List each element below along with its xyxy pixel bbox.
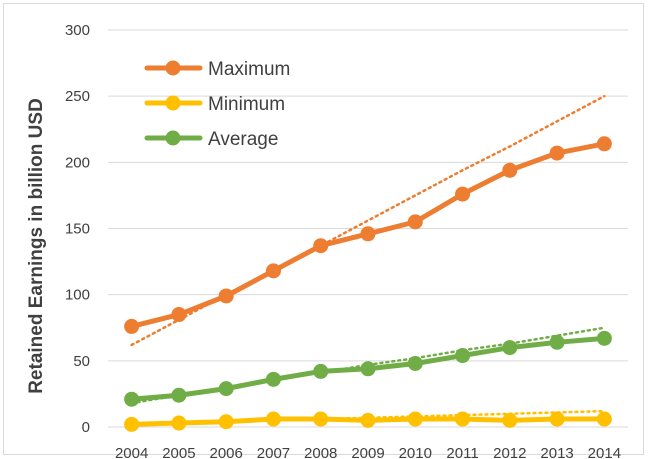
- data-point-maximum: [265, 263, 281, 279]
- series-lines: [124, 136, 612, 432]
- data-point-minimum: [360, 412, 376, 428]
- y-tick-label: 0: [82, 419, 90, 436]
- data-point-maximum: [455, 186, 471, 202]
- data-point-average: [407, 355, 423, 371]
- data-point-average: [502, 340, 518, 356]
- data-point-average: [360, 361, 376, 377]
- y-tick-label: 250: [65, 88, 90, 105]
- x-tick-label: 2005: [162, 445, 195, 459]
- x-tick-label: 2008: [304, 445, 337, 459]
- data-point-average: [171, 387, 187, 403]
- legend-marker-average: [165, 130, 181, 146]
- x-tick-label: 2007: [257, 445, 290, 459]
- data-point-maximum: [407, 214, 423, 230]
- y-tick-label: 200: [65, 154, 90, 171]
- x-tick-label: 2004: [115, 445, 148, 459]
- data-point-average: [313, 363, 329, 379]
- y-axis-label: Retained Earnings in billion USD: [26, 98, 47, 394]
- data-point-maximum: [549, 145, 565, 161]
- data-point-maximum: [596, 136, 612, 152]
- legend-label-minimum: Minimum: [208, 94, 285, 115]
- data-point-maximum: [171, 307, 187, 323]
- data-point-average: [124, 391, 140, 407]
- data-point-maximum: [218, 288, 234, 304]
- x-tick-label: 2006: [209, 445, 242, 459]
- data-point-minimum: [313, 411, 329, 427]
- data-point-minimum: [171, 415, 187, 431]
- x-tick-label: 2014: [588, 445, 621, 459]
- data-point-minimum: [265, 411, 281, 427]
- y-axis-ticks: 0 50 100 150 200 250 300: [65, 22, 90, 436]
- data-point-minimum: [596, 411, 612, 427]
- data-point-maximum: [313, 238, 329, 254]
- data-point-minimum: [455, 411, 471, 427]
- y-tick-label: 300: [65, 22, 90, 39]
- data-point-average: [455, 348, 471, 364]
- y-tick-label: 100: [65, 287, 90, 304]
- data-point-minimum: [218, 414, 234, 430]
- data-point-average: [218, 381, 234, 397]
- y-tick-label: 50: [73, 353, 90, 370]
- x-tick-label: 2009: [351, 445, 384, 459]
- data-point-minimum: [407, 411, 423, 427]
- x-tick-label: 2012: [493, 445, 526, 459]
- gridlines: [108, 29, 628, 428]
- legend: Maximum Minimum Average: [144, 59, 290, 150]
- legend-label-average: Average: [208, 129, 278, 150]
- data-point-average: [549, 334, 565, 350]
- x-tick-label: 2011: [446, 445, 478, 459]
- legend-label-maximum: Maximum: [208, 59, 290, 80]
- data-point-minimum: [124, 416, 140, 432]
- data-point-average: [265, 371, 281, 387]
- x-axis-ticks: 2004 2005 2006 2007 2008 2009 2010 2011 2012 2013…: [115, 445, 621, 459]
- y-tick-label: 150: [65, 221, 90, 238]
- legend-marker-maximum: [165, 60, 181, 76]
- data-point-maximum: [360, 226, 376, 242]
- data-point-minimum: [549, 411, 565, 427]
- legend-marker-minimum: [165, 95, 181, 111]
- x-tick-label: 2013: [540, 445, 573, 459]
- x-tick-label: 2010: [399, 445, 432, 459]
- data-point-minimum: [502, 412, 518, 428]
- data-point-maximum: [502, 162, 518, 178]
- data-point-maximum: [124, 318, 140, 334]
- data-point-average: [596, 330, 612, 346]
